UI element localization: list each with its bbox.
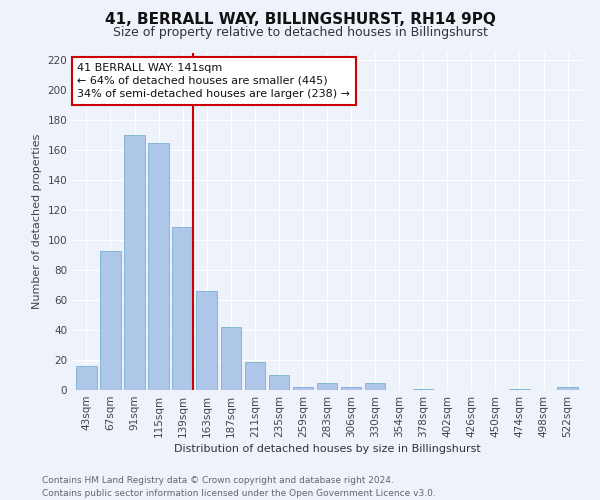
Bar: [293, 387, 313, 390]
Bar: [100, 250, 121, 390]
Text: Contains HM Land Registry data © Crown copyright and database right 2024.
Contai: Contains HM Land Registry data © Crown c…: [42, 476, 436, 498]
Bar: [509, 388, 530, 390]
Bar: [124, 135, 145, 390]
X-axis label: Distribution of detached houses by size in Billingshurst: Distribution of detached houses by size …: [173, 444, 481, 454]
Text: 41 BERRALL WAY: 141sqm
← 64% of detached houses are smaller (445)
34% of semi-de: 41 BERRALL WAY: 141sqm ← 64% of detached…: [77, 62, 350, 99]
Bar: [196, 291, 217, 390]
Y-axis label: Number of detached properties: Number of detached properties: [32, 134, 42, 309]
Bar: [148, 142, 169, 390]
Bar: [365, 382, 385, 390]
Bar: [221, 327, 241, 390]
Bar: [245, 362, 265, 390]
Bar: [557, 387, 578, 390]
Bar: [341, 387, 361, 390]
Bar: [413, 388, 433, 390]
Bar: [317, 382, 337, 390]
Text: Size of property relative to detached houses in Billingshurst: Size of property relative to detached ho…: [113, 26, 487, 39]
Bar: [269, 375, 289, 390]
Text: 41, BERRALL WAY, BILLINGSHURST, RH14 9PQ: 41, BERRALL WAY, BILLINGSHURST, RH14 9PQ: [104, 12, 496, 28]
Bar: [76, 366, 97, 390]
Bar: [172, 226, 193, 390]
